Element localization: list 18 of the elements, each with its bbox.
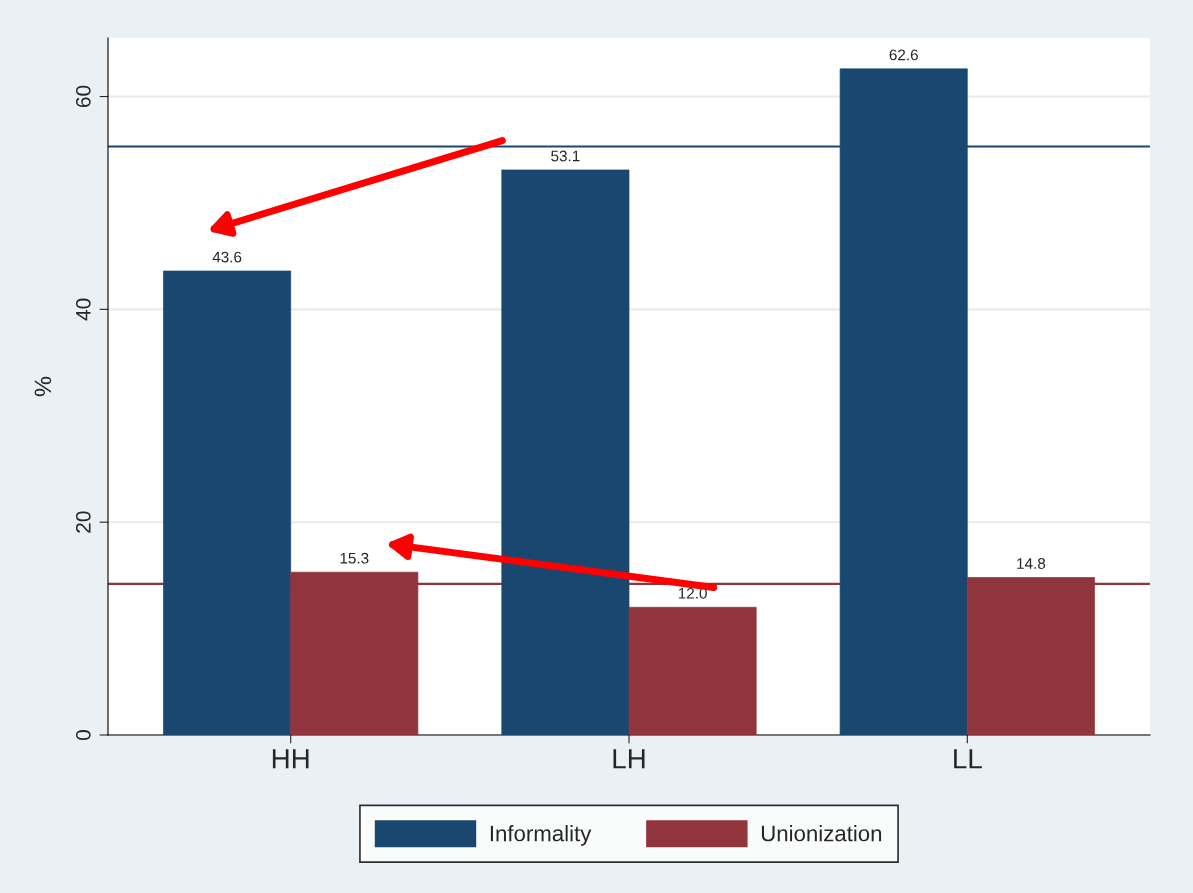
- legend-label: Informality: [490, 825, 592, 846]
- y-tick-label: 60: [75, 85, 91, 108]
- bar: [163, 270, 292, 735]
- x-tick-label: LH: [613, 749, 645, 769]
- y-tick-label: 20: [75, 511, 91, 533]
- text: 53.1: [551, 150, 580, 162]
- text: 14.8: [1017, 558, 1046, 569]
- text: 43.6: [212, 251, 242, 263]
- text: 12.0: [678, 587, 707, 599]
- legend-label: Unionization: [761, 825, 882, 842]
- y-tick-label: 0: [75, 730, 91, 740]
- text: 15.3: [340, 552, 369, 564]
- y-axis-title: %: [34, 376, 52, 397]
- x-tick-label: HH: [272, 749, 309, 769]
- bar: [628, 606, 757, 735]
- y-tick-label: 40: [75, 298, 91, 321]
- x-tick-label: LL: [954, 749, 982, 769]
- text: 62.6: [889, 49, 918, 61]
